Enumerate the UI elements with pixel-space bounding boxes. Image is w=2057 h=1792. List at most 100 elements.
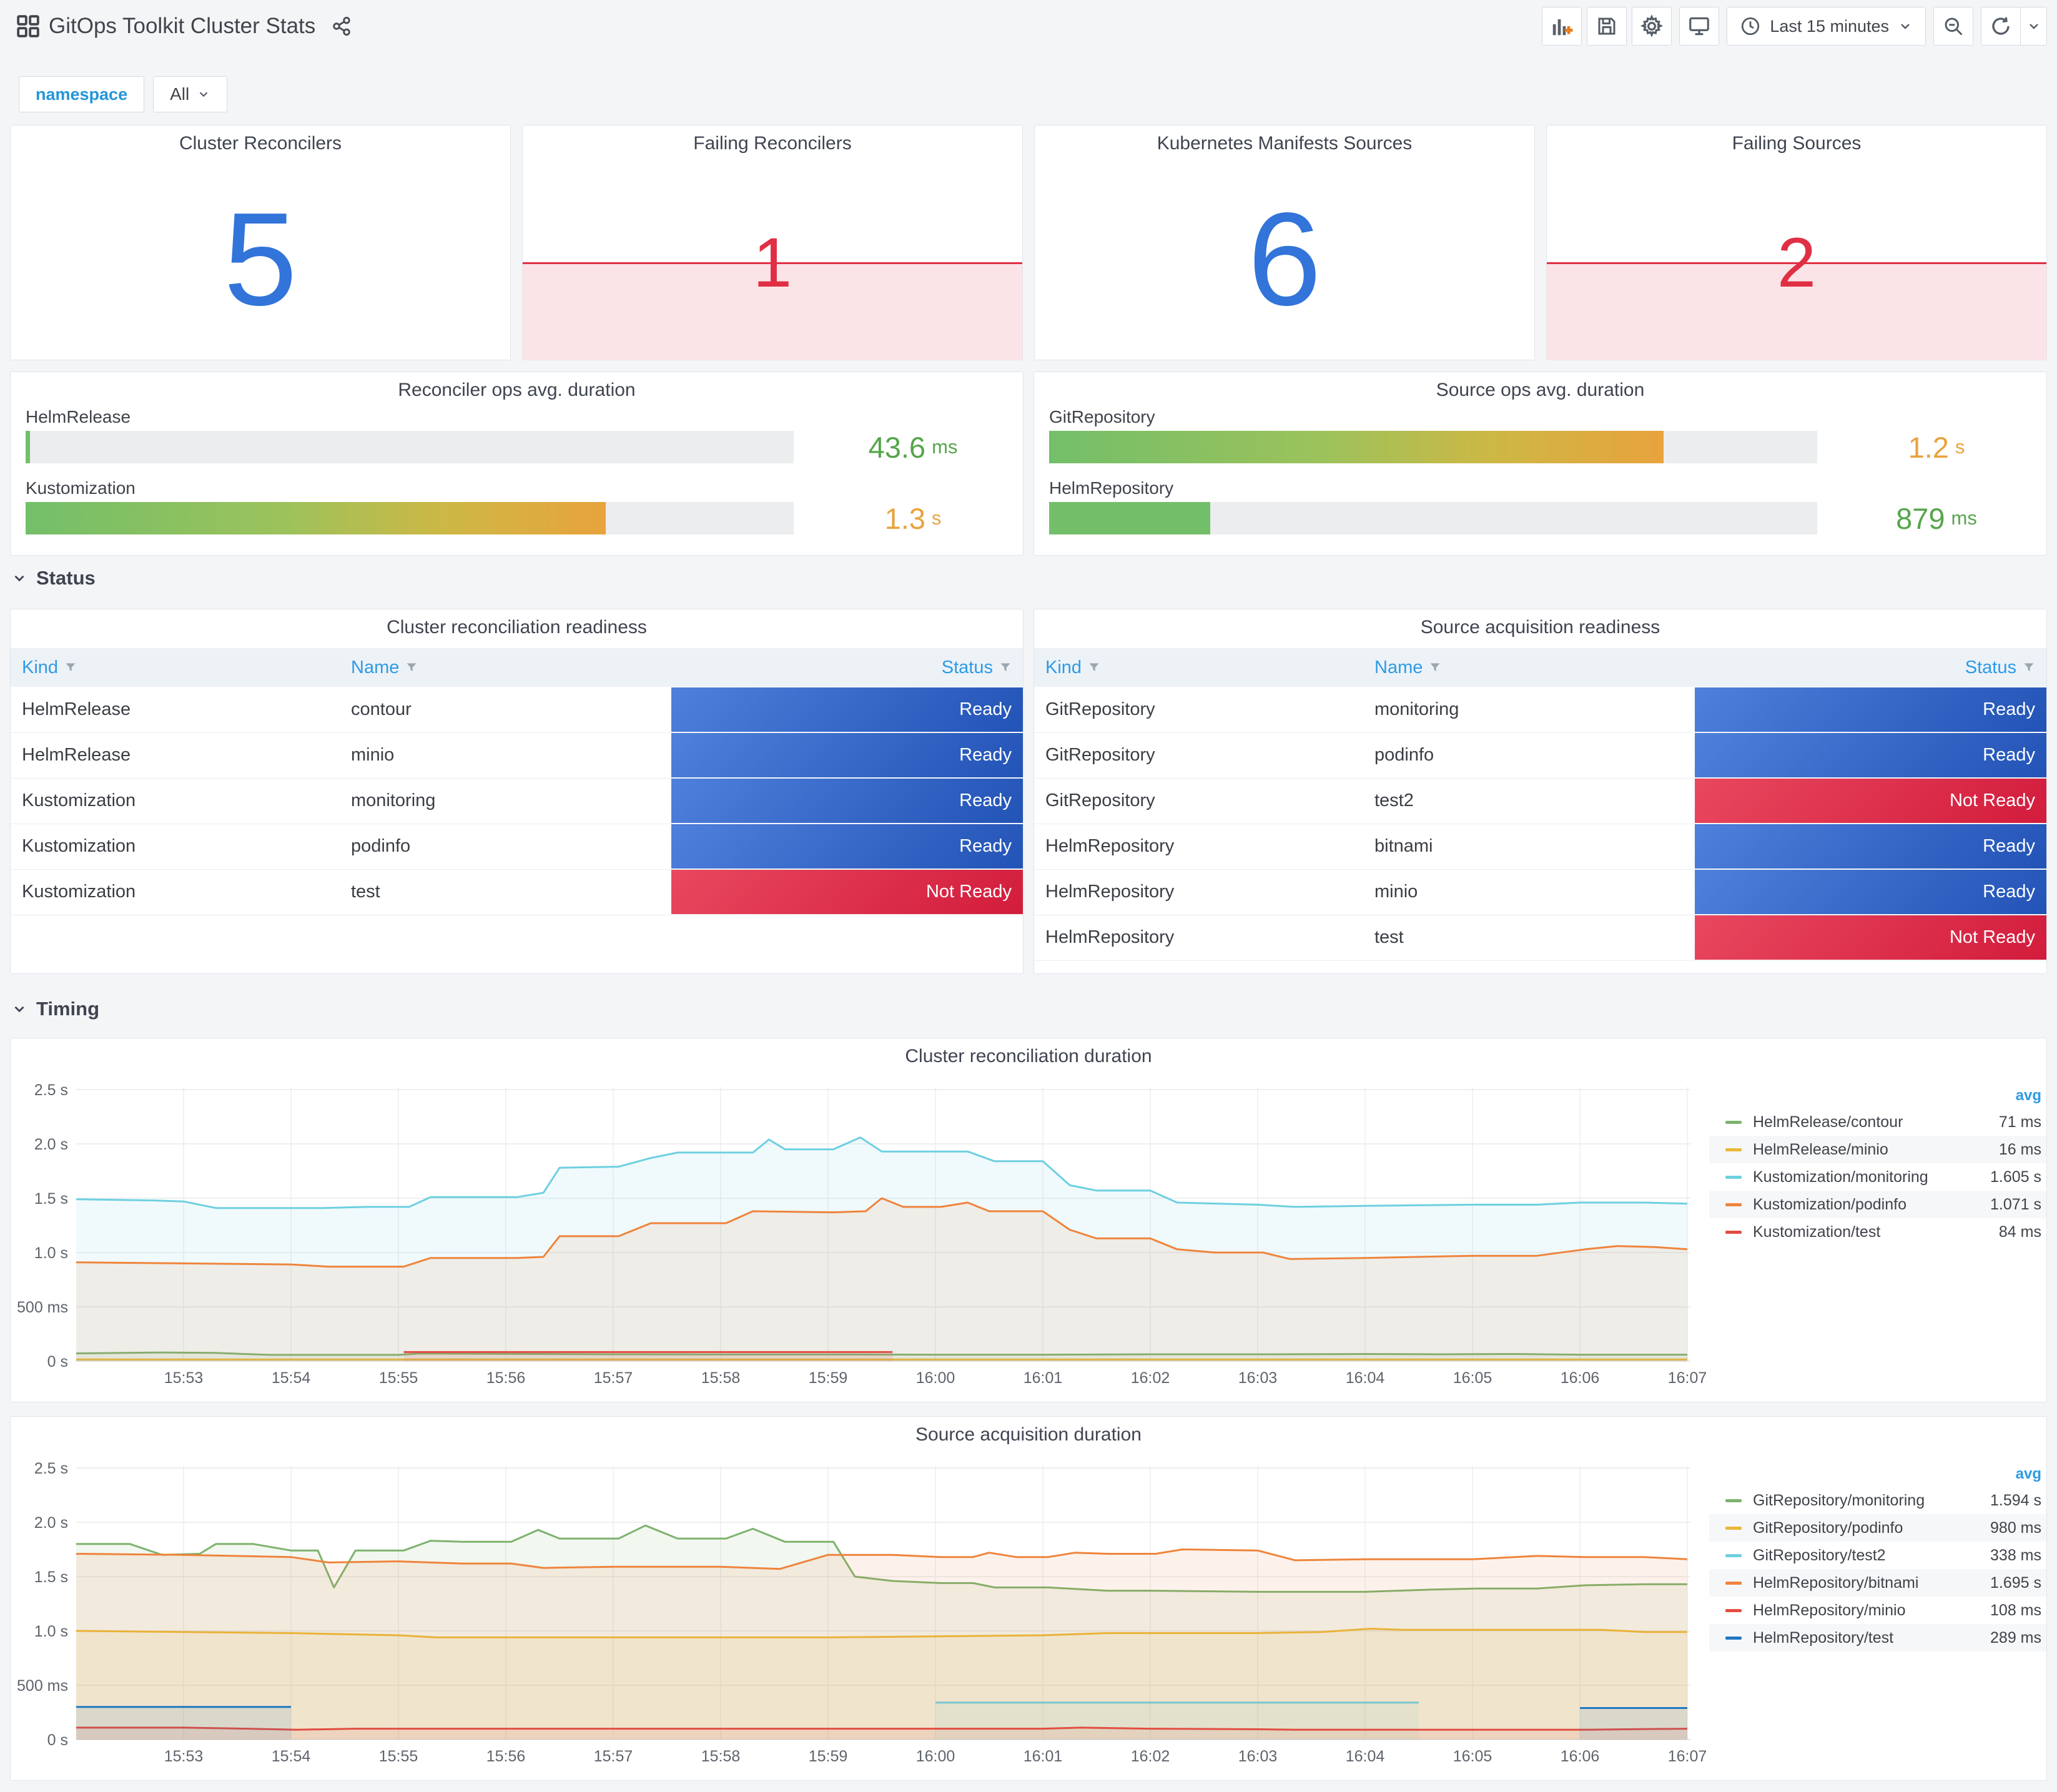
column-header-status[interactable]: Status	[942, 657, 1012, 678]
panel-title[interactable]: Kubernetes Manifests Sources	[1157, 133, 1413, 154]
svg-text:16:04: 16:04	[1346, 1369, 1385, 1387]
svg-text:16:03: 16:03	[1238, 1748, 1278, 1765]
dashboard-header: GitOps Toolkit Cluster Stats	[0, 0, 2057, 52]
legend-item[interactable]: HelmRepository/minio 108 ms	[1709, 1597, 2046, 1624]
svg-text:16:00: 16:00	[916, 1369, 955, 1387]
table-header-row: Kind Name Status	[11, 648, 1023, 687]
refresh-control	[1981, 7, 2047, 46]
variable-label-chip: namespace	[19, 76, 145, 112]
series-color-dash	[1725, 1499, 1742, 1502]
add-panel-button[interactable]	[1542, 7, 1582, 46]
stat-panel-failing-reconcilers: Failing Reconcilers 1	[522, 125, 1023, 360]
legend-avg-header[interactable]: avg	[2015, 1465, 2041, 1482]
gauge-value-group: 43.6 ms	[810, 431, 1016, 464]
status-badge: Ready	[671, 733, 1023, 777]
table-row: HelmRelease contour Ready	[11, 687, 1023, 733]
panel-title[interactable]: Failing Sources	[1732, 133, 1862, 154]
series-name: HelmRepository/test	[1753, 1628, 1894, 1647]
filter-icon[interactable]	[64, 661, 77, 674]
section-row-timing[interactable]: Timing	[11, 998, 99, 1020]
gauge-track	[1049, 502, 1817, 534]
stat-panel-cluster-reconcilers: Cluster Reconcilers 5	[10, 125, 511, 360]
refresh-interval-dropdown[interactable]	[2021, 7, 2047, 46]
section-label: Status	[36, 567, 96, 589]
dashboard-settings-button[interactable]	[1632, 7, 1672, 46]
status-badge: Ready	[671, 687, 1023, 732]
cell-name: monitoring	[1374, 699, 1459, 719]
column-header-status[interactable]: Status	[1965, 657, 2035, 678]
timeseries-panel-cluster-reconciliation-duration: Cluster reconciliation duration 0 s 500 m…	[10, 1038, 2047, 1402]
table-row: HelmRepository test Not Ready	[1034, 915, 2046, 961]
cell-kind: HelmRelease	[22, 745, 131, 765]
legend-item[interactable]: GitRepository/podinfo 980 ms	[1709, 1514, 2046, 1542]
legend-avg-header[interactable]: avg	[2015, 1087, 2041, 1104]
status-badge: Not Ready	[1695, 915, 2046, 960]
svg-text:2.0 s: 2.0 s	[34, 1514, 68, 1532]
series-color-dash	[1725, 1230, 1742, 1234]
variable-label: namespace	[36, 84, 128, 104]
table-row: GitRepository monitoring Ready	[1034, 687, 2046, 733]
alert-threshold-line	[1547, 262, 2046, 264]
legend-item[interactable]: Kustomization/monitoring 1.605 s	[1709, 1163, 2046, 1191]
filter-icon[interactable]	[999, 661, 1012, 674]
save-dashboard-button[interactable]	[1587, 7, 1627, 46]
table-row: HelmRepository bitnami Ready	[1034, 824, 2046, 870]
stat-value: 6	[1248, 184, 1321, 333]
search-minus-icon	[1945, 17, 1963, 36]
legend-item[interactable]: HelmRelease/contour 71 ms	[1709, 1108, 2046, 1136]
stat-value: 5	[224, 184, 297, 333]
panel-title[interactable]: Cluster reconciliation readiness	[387, 617, 647, 638]
filter-icon[interactable]	[2023, 661, 2035, 674]
table-row: HelmRelease minio Ready	[11, 732, 1023, 779]
panel-title[interactable]: Source acquisition readiness	[1420, 617, 1660, 638]
panel-title[interactable]: Source acquisition duration	[915, 1424, 1142, 1445]
gauge-unit: s	[1955, 436, 1965, 458]
section-row-status[interactable]: Status	[11, 567, 96, 589]
svg-text:15:54: 15:54	[272, 1748, 311, 1765]
gauge-track	[26, 431, 794, 463]
legend-item[interactable]: Kustomization/podinfo 1.071 s	[1709, 1191, 2046, 1218]
page-title: GitOps Toolkit Cluster Stats	[49, 14, 316, 38]
column-header-name[interactable]: Name	[1374, 657, 1441, 678]
panel-title[interactable]: Failing Reconcilers	[693, 133, 852, 154]
svg-text:16:06: 16:06	[1561, 1369, 1600, 1387]
legend-item[interactable]: Kustomization/test 84 ms	[1709, 1218, 2046, 1246]
panel-title[interactable]: Source ops avg. duration	[1436, 380, 1645, 400]
column-header-name[interactable]: Name	[351, 657, 418, 678]
filter-icon[interactable]	[405, 661, 418, 674]
series-avg-value: 71 ms	[1998, 1113, 2041, 1131]
legend-item[interactable]: GitRepository/test2 338 ms	[1709, 1542, 2046, 1569]
panel-title[interactable]: Reconciler ops avg. duration	[398, 380, 636, 400]
panel-title[interactable]: Cluster reconciliation duration	[905, 1046, 1152, 1066]
refresh-button[interactable]	[1981, 7, 2021, 46]
legend-item[interactable]: HelmRepository/bitnami 1.695 s	[1709, 1569, 2046, 1597]
series-avg-value: 16 ms	[1998, 1140, 2041, 1158]
series-avg-value: 1.695 s	[1990, 1573, 2041, 1592]
cell-name: test2	[1374, 790, 1414, 810]
table-row: GitRepository test2 Not Ready	[1034, 778, 2046, 824]
column-header-kind[interactable]: Kind	[1045, 657, 1100, 678]
filter-icon[interactable]	[1429, 661, 1441, 674]
time-range-picker[interactable]: Last 15 minutes	[1727, 7, 1926, 46]
svg-text:15:57: 15:57	[594, 1369, 633, 1387]
zoom-out-button[interactable]	[1933, 7, 1973, 46]
column-header-kind[interactable]: Kind	[22, 657, 77, 678]
legend-item[interactable]: HelmRelease/minio 16 ms	[1709, 1136, 2046, 1163]
svg-text:16:01: 16:01	[1024, 1748, 1063, 1765]
svg-text:15:56: 15:56	[486, 1369, 526, 1387]
clock-icon	[1742, 17, 1760, 36]
series-avg-value: 338 ms	[1990, 1546, 2041, 1564]
panel-title[interactable]: Cluster Reconcilers	[179, 133, 342, 154]
cell-name: monitoring	[351, 790, 436, 810]
cycle-view-mode-button[interactable]	[1679, 7, 1720, 46]
variable-value-dropdown[interactable]: All	[153, 76, 228, 112]
gauge-value: 1.2	[1908, 430, 1949, 464]
share-icon[interactable]	[332, 16, 352, 36]
legend-item[interactable]: GitRepository/monitoring 1.594 s	[1709, 1487, 2046, 1514]
table-row: Kustomization test Not Ready	[11, 869, 1023, 915]
alert-threshold-fill	[1547, 264, 2046, 360]
legend-item[interactable]: HelmRepository/test 289 ms	[1709, 1624, 2046, 1652]
filter-icon[interactable]	[1088, 661, 1100, 674]
series-color-dash	[1725, 1608, 1742, 1612]
svg-text:16:07: 16:07	[1668, 1748, 1707, 1765]
